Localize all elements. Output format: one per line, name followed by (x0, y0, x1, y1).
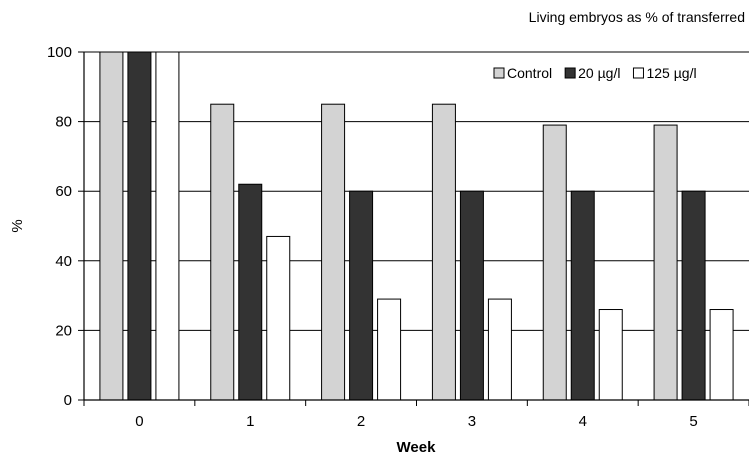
bars (99, 51, 734, 401)
y-tick-label: 40 (55, 253, 72, 270)
legend-swatch (632, 67, 644, 79)
gridlines (84, 51, 749, 331)
y-tick-label: 80 (55, 114, 72, 131)
y-tick-label: 20 (55, 322, 72, 339)
bar (653, 124, 678, 401)
bar (487, 298, 512, 401)
bar (681, 190, 706, 401)
chart-title: Living embryos as % of transferred (529, 9, 745, 25)
bar (598, 309, 623, 401)
bar (349, 190, 374, 401)
y-tick-label: 100 (47, 44, 72, 61)
legend: Control 20 µg/l 125 µg/l (493, 65, 697, 81)
bar (238, 183, 263, 401)
bar (542, 124, 567, 401)
bar (127, 51, 152, 401)
bar (570, 190, 595, 401)
y-tick-label: 0 (64, 392, 72, 409)
x-tick-labels: 0 1 2 3 4 5 (135, 413, 698, 430)
y-tick-label: 60 (55, 183, 72, 200)
x-tick-label: 1 (246, 413, 254, 430)
bar (431, 103, 456, 401)
x-tick-label: 0 (135, 413, 143, 430)
bar (266, 235, 291, 401)
bar (99, 51, 124, 401)
x-tick-label: 3 (468, 413, 476, 430)
y-axis-title: % (9, 219, 26, 232)
bar (210, 103, 235, 401)
bar (155, 51, 180, 401)
x-tick-label: 4 (579, 413, 587, 430)
bar (321, 103, 346, 401)
axes (78, 51, 749, 406)
legend-swatch (564, 67, 576, 79)
legend-swatch (493, 67, 505, 79)
x-tick-label: 2 (357, 413, 365, 430)
bar (459, 190, 484, 401)
legend-label: Control (507, 65, 552, 81)
y-tick-labels: 0 20 40 60 80 100 (47, 44, 72, 409)
legend-label: 20 µg/l (578, 65, 620, 81)
bar (709, 309, 734, 401)
legend-label: 125 µg/l (646, 65, 696, 81)
x-axis-title: Week (397, 439, 437, 456)
bar (377, 298, 402, 401)
x-tick-label: 5 (689, 413, 697, 430)
